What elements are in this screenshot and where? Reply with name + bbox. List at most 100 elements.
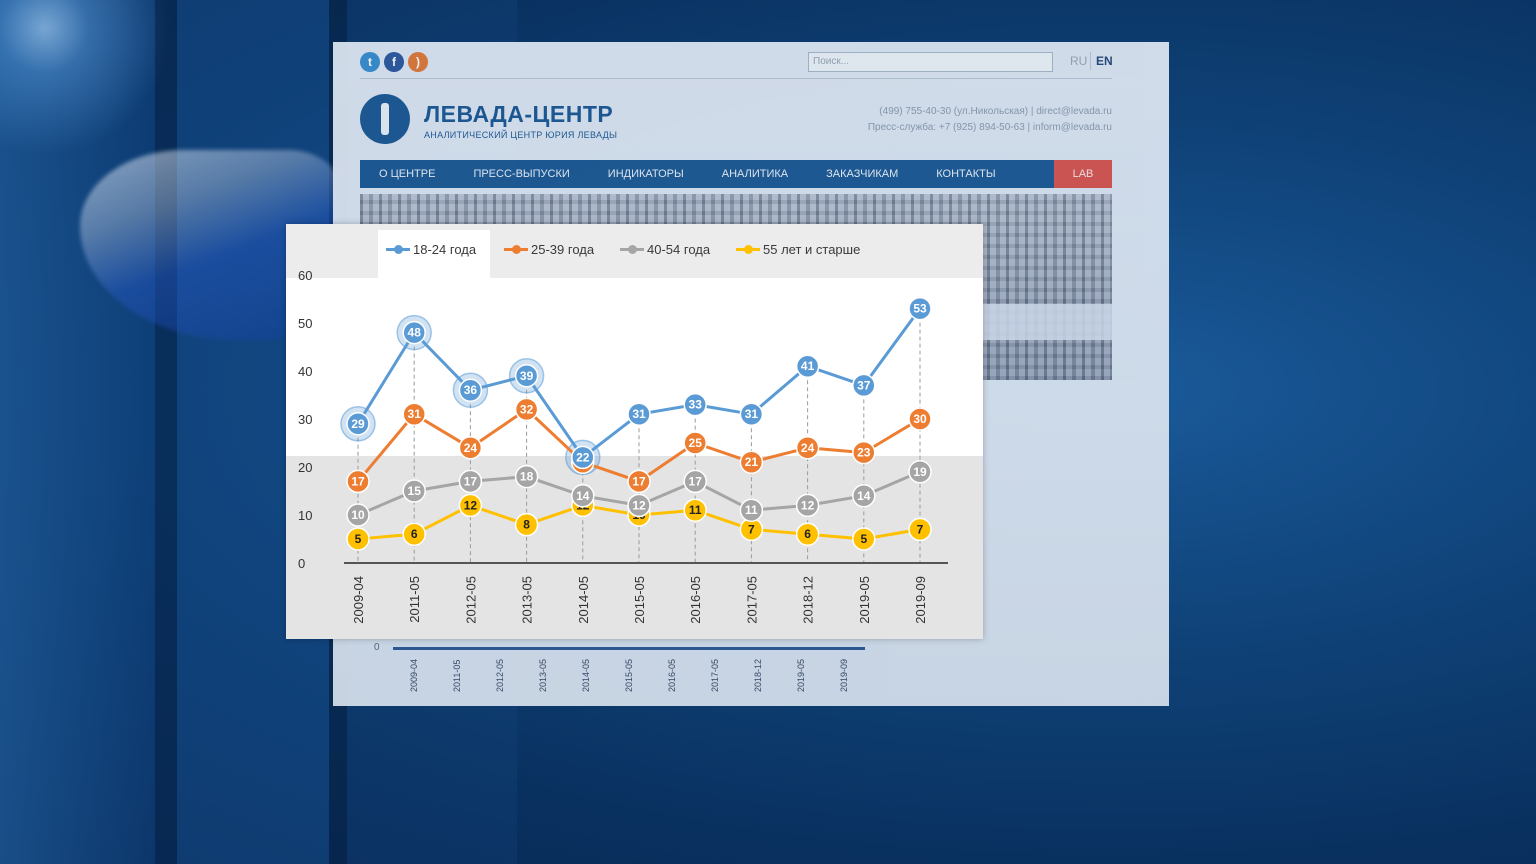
data-label: 53 <box>913 302 927 316</box>
bg-x-tick-label: 2016-05 <box>667 658 677 692</box>
data-point <box>627 402 651 426</box>
nav-item-clients[interactable]: ЗАКАЗЧИКАМ <box>826 168 899 180</box>
data-point <box>458 378 483 402</box>
data-point <box>346 412 370 436</box>
data-label: 17 <box>351 474 365 488</box>
legend-label: 40-54 года <box>647 242 711 257</box>
bg-x-tick-label: 2009-04 <box>409 658 419 692</box>
levada-logo-icon[interactable] <box>360 94 410 144</box>
contact-phone: (499) 755-40-30 (ул.Никольская) | direct… <box>879 106 1112 117</box>
lang-divider <box>1090 52 1091 70</box>
data-point <box>739 498 764 522</box>
x-tick-label: 2014-05 <box>576 576 591 624</box>
data-point <box>908 460 932 484</box>
data-point <box>458 493 483 518</box>
bg-axis-zero-label: 0 <box>374 642 380 653</box>
bg-x-tick-label: 2012-05 <box>495 658 505 692</box>
nav-item-contacts[interactable]: КОНТАКТЫ <box>936 168 996 180</box>
x-tick-label: 2018-12 <box>801 576 816 624</box>
data-point <box>571 445 595 470</box>
background-pillar <box>0 0 155 864</box>
y-tick-label: 20 <box>298 460 312 475</box>
data-point <box>571 484 595 508</box>
data-point <box>795 522 820 546</box>
legend-tab-active <box>378 230 490 278</box>
nav-item-about[interactable]: О ЦЕНТРЕ <box>379 168 436 180</box>
data-label: 24 <box>464 441 478 455</box>
data-point <box>795 436 820 460</box>
legend-marker <box>736 245 760 254</box>
nav-item-lab[interactable]: LAB <box>1054 160 1112 188</box>
chart-card: 18-24 года 25-39 года 40-54 года 55 лет … <box>286 224 983 639</box>
legend-label: 18-24 года <box>413 242 477 257</box>
main-nav: О ЦЕНТРЕ ПРЕСС-ВЫПУСКИ ИНДИКАТОРЫ АНАЛИТ… <box>360 160 1112 188</box>
data-label: 10 <box>351 508 365 522</box>
data-point <box>683 469 707 494</box>
data-label: 5 <box>355 532 362 546</box>
data-point <box>402 479 426 503</box>
data-point <box>627 469 651 494</box>
data-point <box>346 527 370 551</box>
legend-marker <box>504 245 528 254</box>
nav-item-indicators[interactable]: ИНДИКАТОРЫ <box>607 168 684 180</box>
x-tick-label: 2012-05 <box>463 576 478 624</box>
bg-x-tick-label: 2013-05 <box>538 658 548 692</box>
line-chart: 0 10 20 30 40 50 60 2009-04 2011-05 2012-05 2013-0… <box>298 268 948 624</box>
y-tick-label: 30 <box>298 412 312 427</box>
data-point <box>739 402 764 426</box>
data-point <box>458 469 483 494</box>
y-tick-label: 50 <box>298 316 312 331</box>
legend-label: 55 лет и старше <box>763 242 861 257</box>
legend-entry-55-plus[interactable]: 55 лет и старше <box>736 242 860 257</box>
data-label: 36 <box>464 383 478 397</box>
data-label: 48 <box>408 326 422 340</box>
data-label: 5 <box>860 532 867 546</box>
data-label: 22 <box>576 450 590 464</box>
data-label: 6 <box>804 527 811 541</box>
data-label: 14 <box>857 489 871 503</box>
twitter-icon[interactable]: t <box>360 52 380 72</box>
data-point <box>683 392 707 417</box>
data-label: 17 <box>464 474 478 488</box>
rss-icon[interactable]: ) <box>408 52 428 72</box>
data-label: 31 <box>632 407 646 421</box>
data-point <box>795 493 820 518</box>
data-point <box>739 450 764 474</box>
data-point <box>683 431 707 455</box>
data-point <box>514 512 539 537</box>
logo-title[interactable]: ЛЕВАДА-ЦЕНТР <box>424 101 614 127</box>
legend-entry-18-24[interactable]: 18-24 года <box>386 242 476 257</box>
x-tick-label: 2017-05 <box>744 576 759 624</box>
y-tick-label: 10 <box>298 508 312 523</box>
bg-x-tick-label: 2011-05 <box>452 659 462 692</box>
data-point <box>402 522 426 546</box>
search-input[interactable]: Поиск... <box>808 52 1053 72</box>
nav-item-analytics[interactable]: АНАЛИТИКА <box>721 168 789 180</box>
series-line-0 <box>356 307 922 459</box>
data-label: 32 <box>520 402 534 416</box>
y-tick-label: 60 <box>298 268 312 283</box>
data-point <box>346 469 370 494</box>
data-point <box>852 373 876 398</box>
bg-x-tick-label: 2017-05 <box>710 658 720 692</box>
data-label: 7 <box>748 522 755 536</box>
data-label: 41 <box>801 359 815 373</box>
data-label: 31 <box>408 407 422 421</box>
data-label: 11 <box>745 503 758 517</box>
bg-x-tick-label: 2019-05 <box>796 658 806 692</box>
background-pillar <box>155 0 177 864</box>
social-links: t f ) <box>360 52 428 72</box>
bg-x-tick-label: 2018-12 <box>753 658 763 692</box>
data-label: 31 <box>745 407 759 421</box>
facebook-icon[interactable]: f <box>384 52 404 72</box>
lang-ru-link[interactable]: RU <box>1070 54 1088 68</box>
legend-entry-40-54[interactable]: 40-54 года <box>620 242 710 257</box>
data-point <box>346 503 370 527</box>
data-label: 12 <box>632 498 646 512</box>
x-tick-label: 2009-04 <box>351 576 366 624</box>
lang-en-link[interactable]: EN <box>1096 54 1113 68</box>
data-point <box>402 402 426 426</box>
nav-item-press[interactable]: ПРЕСС-ВЫПУСКИ <box>473 168 570 180</box>
legend-entry-25-39[interactable]: 25-39 года <box>504 242 594 257</box>
data-label: 14 <box>576 489 590 503</box>
